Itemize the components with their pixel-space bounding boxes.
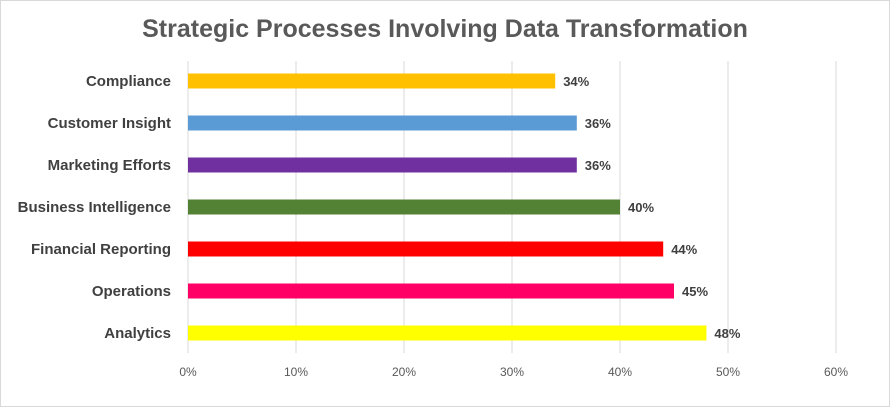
- data-label: 34%: [563, 74, 589, 89]
- bar: [188, 199, 620, 215]
- data-label: 36%: [585, 116, 611, 131]
- x-tick-label: 10%: [284, 365, 308, 379]
- category-label: Compliance: [86, 73, 171, 90]
- x-tick-label: 30%: [500, 365, 524, 379]
- category-label: Operations: [92, 283, 171, 300]
- x-tick-label: 20%: [392, 365, 416, 379]
- bar: [188, 73, 556, 89]
- data-label: 45%: [682, 284, 708, 299]
- x-tick-label: 50%: [716, 365, 740, 379]
- x-tick-label: 0%: [179, 365, 197, 379]
- chart-title: Strategic Processes Involving Data Trans…: [142, 15, 748, 43]
- data-label: 40%: [628, 200, 654, 215]
- bar: [188, 283, 674, 299]
- data-label: 48%: [714, 326, 740, 341]
- bar: [188, 241, 664, 257]
- x-tick-label: 60%: [824, 365, 848, 379]
- bar: [188, 325, 707, 341]
- category-label: Customer Insight: [48, 115, 171, 132]
- category-label: Marketing Efforts: [48, 157, 171, 174]
- data-label: 36%: [585, 158, 611, 173]
- bar: [188, 157, 577, 173]
- category-label: Business Intelligence: [18, 199, 171, 216]
- x-tick-label: 40%: [608, 365, 632, 379]
- data-label: 44%: [671, 242, 697, 257]
- category-label: Analytics: [104, 325, 171, 342]
- bar: [188, 115, 577, 131]
- category-label: Financial Reporting: [31, 241, 171, 258]
